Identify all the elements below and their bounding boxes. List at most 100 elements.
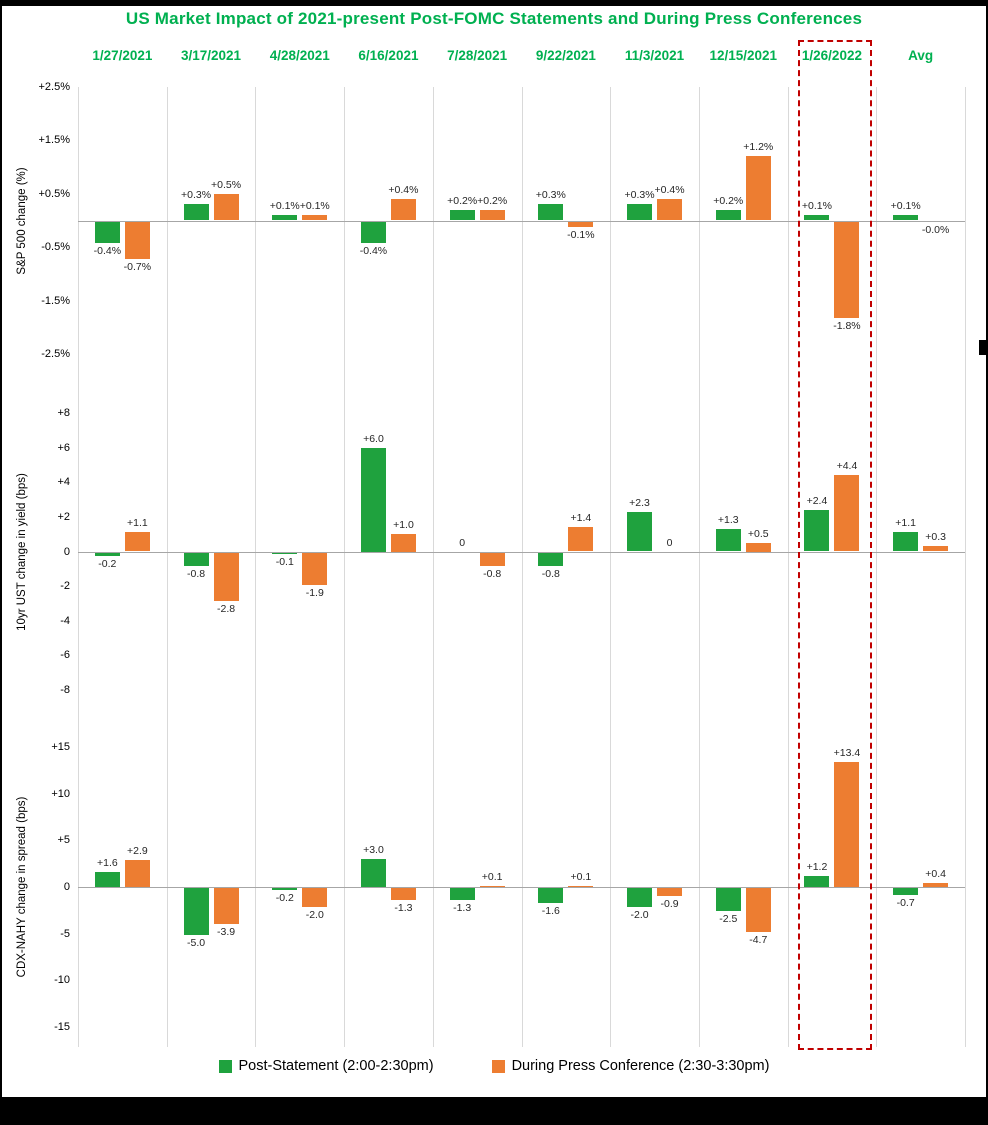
bar-press-conference bbox=[834, 475, 860, 552]
bar-label: +0.4 bbox=[925, 868, 946, 881]
highlight-box bbox=[797, 40, 873, 1050]
bar-label: +1.4 bbox=[570, 512, 592, 525]
bar-label: +0.3% bbox=[624, 189, 655, 202]
bar-post-statement bbox=[272, 552, 298, 555]
bar-post-statement bbox=[538, 204, 564, 221]
bar-label: +0.2% bbox=[477, 194, 508, 207]
bar-label: -1.6 bbox=[541, 904, 560, 917]
y-tick-label: +2 bbox=[57, 510, 70, 523]
bar-press-conference bbox=[568, 527, 594, 552]
bar-label: +0.2% bbox=[713, 194, 744, 207]
bar-press-conference bbox=[479, 886, 505, 887]
y-tick-label: -1.5% bbox=[41, 294, 70, 307]
bar-press-conference bbox=[124, 221, 150, 259]
bar-press-conference bbox=[923, 883, 949, 887]
bar-label: 0 bbox=[666, 536, 673, 549]
y-tick-label: 0 bbox=[63, 545, 70, 558]
column-separator bbox=[610, 87, 612, 1047]
bar-label: +1.6 bbox=[96, 857, 118, 870]
column-header-1-26-2022: 1/26/2022 bbox=[801, 48, 862, 63]
bar-press-conference bbox=[302, 215, 328, 221]
y-tick-label: -8 bbox=[60, 684, 70, 696]
column-separator bbox=[166, 87, 168, 1047]
bar-post-statement bbox=[893, 888, 919, 895]
legend-item-press-conference: During Press Conference (2:30-3:30pm) bbox=[491, 1058, 769, 1074]
bar-press-conference bbox=[390, 888, 416, 901]
bar-label: -0.0% bbox=[921, 223, 950, 236]
bar-press-conference bbox=[213, 552, 239, 601]
column-separator bbox=[876, 87, 878, 1047]
bar-post-statement bbox=[804, 875, 830, 887]
y-tick-label: -2.5% bbox=[41, 348, 70, 360]
column-header-1-27-2021: 1/27/2021 bbox=[92, 48, 153, 63]
bar-label: -2.5 bbox=[719, 913, 738, 926]
bar-label: -1.8% bbox=[833, 319, 861, 332]
bar-post-statement bbox=[360, 859, 386, 887]
bar-post-statement bbox=[272, 215, 298, 221]
bar-label: -0.7% bbox=[123, 260, 152, 273]
y-tick-label: -2 bbox=[60, 580, 70, 593]
y-tick-label: +2.5% bbox=[38, 81, 71, 93]
bar-press-conference bbox=[745, 888, 771, 932]
bar-label: -0.8 bbox=[187, 568, 206, 581]
bar-press-conference bbox=[568, 886, 594, 887]
zero-line bbox=[78, 551, 965, 553]
column-separator bbox=[521, 87, 523, 1047]
column-header-11-3-2021: 11/3/2021 bbox=[624, 48, 685, 63]
bar-label: +1.1 bbox=[895, 517, 916, 530]
bar-label: -2.8 bbox=[217, 602, 236, 615]
column-header-3-17-2021: 3/17/2021 bbox=[181, 48, 242, 63]
bar-label: +0.1% bbox=[801, 200, 832, 213]
bar-post-statement bbox=[893, 215, 919, 221]
bar-press-conference bbox=[124, 859, 150, 887]
bar-press-conference bbox=[479, 552, 505, 567]
bar-press-conference bbox=[302, 888, 328, 907]
bar-label: +0.1% bbox=[299, 200, 330, 213]
bar-label: +6.0 bbox=[363, 432, 384, 445]
y-tick-label: -5 bbox=[60, 927, 70, 940]
column-header-9-22-2021: 9/22/2021 bbox=[535, 48, 596, 63]
bar-post-statement bbox=[715, 528, 741, 552]
bar-label: +3.0 bbox=[363, 844, 384, 856]
bar-press-conference bbox=[213, 888, 239, 925]
top-border-bar bbox=[2, 2, 986, 6]
bar-post-statement bbox=[183, 552, 209, 567]
column-separator bbox=[344, 87, 346, 1047]
bottom-border-bar bbox=[2, 1097, 986, 1123]
y-tick-label: -10 bbox=[54, 974, 70, 987]
bar-label: +0.1 bbox=[570, 871, 592, 884]
post-statement-swatch-icon bbox=[218, 1059, 232, 1073]
bar-label: +13.4 bbox=[833, 746, 861, 759]
bar-post-statement bbox=[715, 888, 741, 912]
bar-press-conference bbox=[745, 542, 771, 552]
bar-press-conference bbox=[390, 199, 416, 221]
chart-legend: Post-Statement (2:00-2:30pm) During Pres… bbox=[2, 1058, 986, 1074]
column-header-4-28-2021: 4/28/2021 bbox=[269, 48, 330, 63]
bar-label: +0.5 bbox=[747, 527, 769, 540]
bar-label: +2.3 bbox=[629, 496, 650, 509]
bar-post-statement bbox=[449, 888, 475, 901]
bar-label: -0.9 bbox=[660, 898, 679, 911]
y-tick-label: +0.5% bbox=[38, 187, 71, 200]
bar-label: +1.0 bbox=[393, 519, 414, 532]
bar-label: +0.1% bbox=[890, 200, 921, 213]
bar-label: -0.4% bbox=[359, 244, 388, 257]
bar-post-statement bbox=[627, 204, 653, 221]
bar-press-conference bbox=[745, 156, 771, 221]
y-tick-label: -4 bbox=[60, 614, 70, 627]
y-tick-label: +5 bbox=[57, 834, 70, 847]
zero-line bbox=[78, 220, 965, 222]
bar-press-conference bbox=[302, 552, 328, 586]
bar-post-statement bbox=[360, 221, 386, 243]
bar-press-conference bbox=[834, 761, 860, 887]
bar-label: +0.5% bbox=[211, 178, 242, 191]
column-header-avg: Avg bbox=[908, 48, 934, 63]
y-tick-label: +6 bbox=[57, 441, 70, 454]
bar-post-statement bbox=[715, 209, 741, 221]
y-tick-label: -0.5% bbox=[41, 241, 70, 254]
zero-line bbox=[78, 887, 965, 888]
bar-post-statement bbox=[804, 509, 830, 552]
bar-press-conference bbox=[390, 534, 416, 552]
bar-press-conference bbox=[213, 193, 239, 221]
legend-label-post-statement: Post-Statement (2:00-2:30pm) bbox=[238, 1058, 434, 1074]
